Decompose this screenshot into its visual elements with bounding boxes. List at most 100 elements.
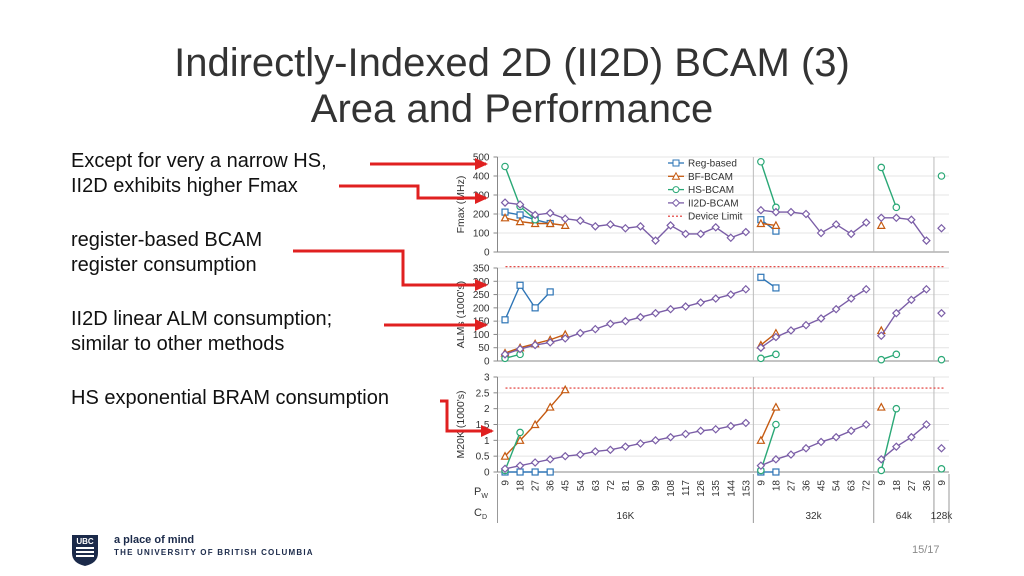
x-tick-label: 45 [561, 480, 572, 492]
x-tick-label: 18 [771, 480, 782, 492]
point-bf [545, 218, 555, 228]
point-ii2d [846, 294, 856, 303]
point-ii2d [726, 290, 736, 299]
legend-label-ii2d: II2D-BCAM [688, 198, 739, 209]
point-ii2d [696, 426, 706, 436]
point-ii2d [726, 421, 736, 431]
point-ii2d [816, 228, 826, 238]
point-ii2d [606, 319, 615, 329]
bullet-register-line2: register consumption [71, 254, 257, 276]
point-ii2d [831, 220, 841, 229]
point-ii2d [816, 314, 826, 323]
y-tick-label: 3 [484, 373, 490, 384]
y-tick-label: 0 [484, 248, 490, 259]
legend-marker-ii2d [671, 198, 681, 208]
point-ii2d [696, 298, 706, 307]
point-hs [516, 428, 524, 437]
point-ii2d [636, 312, 645, 322]
y-tick-label: 50 [478, 343, 490, 354]
series-line-hs [760, 424, 777, 471]
y-axis-label: M20K (1000's) [455, 391, 467, 459]
legend-label-hs: HS-BCAM [688, 185, 734, 196]
point-ii2d [500, 198, 510, 207]
point-ii2d [711, 294, 721, 303]
arrow-fmax-hs-head [475, 158, 488, 170]
point-ii2d [711, 222, 721, 232]
point-reg [772, 284, 780, 292]
point-ii2d [831, 304, 841, 314]
point-ii2d [621, 316, 630, 326]
point-reg [516, 281, 524, 289]
y-tick-label: 0 [484, 468, 490, 479]
point-ii2d [876, 454, 886, 464]
bullet-register: register-based BCAM register consumption [71, 228, 262, 278]
point-ii2d [621, 223, 630, 233]
point-ii2d [575, 450, 585, 459]
point-reg [757, 273, 765, 281]
series-line-ii2d [880, 423, 927, 460]
x-tick-label: 63 [591, 480, 602, 492]
point-ii2d [771, 207, 781, 217]
point-bf [545, 402, 555, 411]
point-ii2d [651, 236, 660, 245]
point-bf [560, 220, 570, 229]
x-tick-label: 81 [621, 480, 632, 492]
x-tick-label: 63 [847, 480, 858, 492]
point-ii2d [606, 445, 615, 455]
point-ii2d [786, 326, 796, 335]
point-ii2d [651, 308, 660, 318]
point-hs [877, 355, 886, 364]
point-ii2d [937, 223, 946, 233]
point-ii2d [861, 284, 871, 294]
point-ii2d [590, 222, 600, 231]
point-ii2d [756, 343, 766, 353]
point-ii2d [922, 284, 931, 294]
cd-group-label: 32k [805, 511, 822, 522]
point-ii2d [530, 340, 540, 350]
x-tick-label: 27 [531, 480, 542, 492]
point-ii2d [786, 450, 796, 459]
point-bf [876, 220, 886, 229]
x-tick-label: 36 [546, 480, 557, 492]
point-ii2d [500, 464, 510, 474]
point-hs [892, 350, 901, 359]
point-hs [772, 420, 780, 429]
y-tick-label: 100 [473, 229, 490, 240]
y-tick-label: 500 [473, 153, 490, 164]
point-reg [531, 468, 539, 476]
logo-text: UBC [76, 537, 94, 546]
series-line-bf [760, 406, 777, 441]
bullet-fmax-line2: II2D exhibits higher Fmax [71, 175, 298, 197]
footer-university: THE UNIVERSITY OF BRITISH COLUMBIA [114, 548, 314, 557]
x-tick-label: 54 [832, 480, 843, 492]
footer-tagline: a place of mind [114, 534, 195, 546]
cd-group-label: 64k [896, 511, 913, 522]
series-line-reg [504, 211, 551, 225]
point-ii2d [636, 439, 645, 448]
point-ii2d [500, 350, 510, 359]
x-tick-label: 18 [516, 480, 527, 492]
point-ii2d [590, 324, 600, 334]
point-ii2d [515, 344, 525, 354]
bullet-alm-line2: similar to other methods [71, 333, 285, 355]
point-ii2d [861, 420, 871, 429]
bullet-bram: HS exponential BRAM consumption [71, 386, 389, 411]
point-ii2d [771, 332, 781, 342]
legend-marker-reg [672, 159, 680, 167]
point-ii2d [937, 443, 946, 453]
point-hs [772, 350, 780, 359]
point-reg [546, 288, 554, 296]
slide-title-line2: Area and Performance [310, 87, 714, 131]
y-tick-label: 2 [484, 404, 490, 415]
point-ii2d [545, 338, 555, 347]
point-bf [500, 213, 510, 222]
point-ii2d [846, 426, 856, 436]
point-hs [757, 157, 765, 166]
bullet-fmax: Except for very a narrow HS, II2D exhibi… [71, 149, 327, 199]
legend-marker-hs [672, 186, 680, 194]
point-hs [892, 203, 901, 212]
y-tick-label: 200 [473, 210, 490, 221]
x-tick-label: 117 [681, 480, 692, 496]
point-ii2d [801, 443, 811, 453]
point-bf [756, 218, 766, 228]
